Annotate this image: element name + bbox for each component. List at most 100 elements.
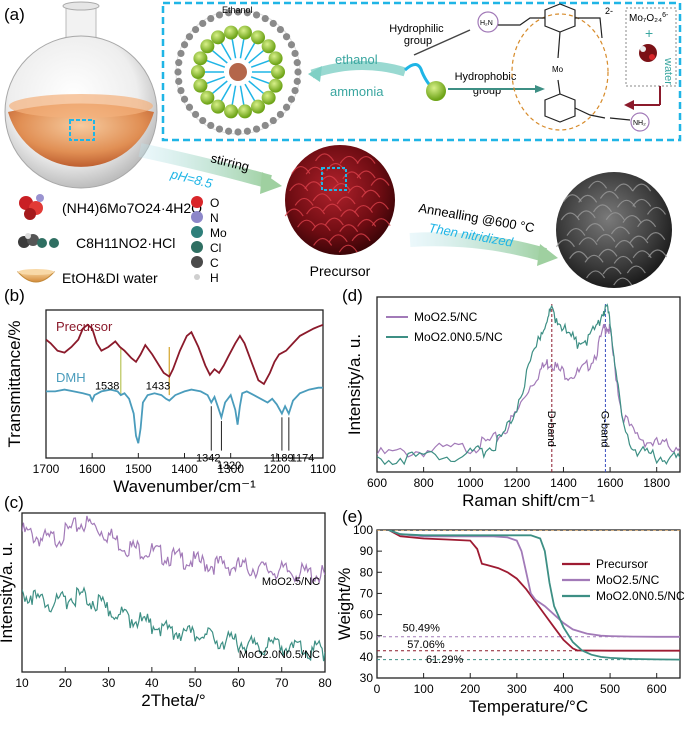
ethanol-molecule: [276, 25, 285, 34]
surfactant-head-sphere: [251, 99, 265, 114]
nanosheet-petal: [339, 155, 359, 164]
plot-frame: [376, 529, 681, 679]
x-tick-label: 1000: [457, 476, 484, 490]
ethanol-molecule: [234, 8, 242, 16]
ethanol-molecule: [180, 95, 189, 103]
nanosheet-petal: [351, 233, 371, 242]
reagent-2: C8H11NO2·HCl: [76, 235, 175, 251]
atom-legend-label: O: [210, 196, 219, 210]
x-tick-label: 300: [507, 682, 527, 696]
nanosheet-petal: [336, 196, 356, 205]
nanosheet-petal: [319, 175, 339, 184]
panel-label: (b): [4, 286, 25, 305]
h2n-label: H₂N: [480, 20, 493, 27]
ethanol-molecule: [269, 19, 277, 28]
nanosheet-petal: [566, 227, 586, 236]
x-tick-label: 60: [232, 676, 246, 690]
x-tick-label: 1400: [171, 462, 198, 476]
ethanol-molecule: [207, 14, 215, 23]
y-tick-label: 30: [360, 671, 374, 685]
micelle-core: [229, 63, 247, 81]
panel-label: (c): [4, 493, 24, 512]
nanosheet-petal: [632, 198, 652, 207]
nanosheet-petal: [371, 218, 391, 227]
plot-frame: [376, 296, 681, 473]
x-tick-label: 100: [414, 682, 434, 696]
reference-label: 50.49%: [403, 622, 441, 634]
nanosheet-petal: [599, 190, 619, 199]
panel-e-tga: (e) 0 100 200 300 400 500 600 30 40 50 60 70 80 90 100 T…: [335, 507, 685, 716]
surfactant-head-sphere: [237, 25, 252, 40]
surfactant-head-sphere: [261, 39, 276, 54]
surfactant-head-sphere: [193, 78, 208, 93]
plot-frame: [21, 512, 326, 673]
ethanol-molecule: [185, 33, 194, 41]
x-tick-label: 10: [15, 676, 29, 690]
x-tick-label: 1200: [503, 476, 530, 490]
surfactant-head-sphere: [200, 90, 215, 105]
ethanol-molecule: [215, 125, 224, 133]
nanosheet-petal: [637, 219, 657, 228]
legend-label: MoO2.0N0.5/NC: [596, 589, 685, 603]
surfactant-head-sphere: [251, 30, 265, 45]
mechanism-box: [161, 1, 682, 142]
nanosheet-petal: [626, 265, 646, 274]
stirring-arrow: [138, 143, 272, 189]
ethanol-molecule: [269, 116, 277, 125]
nanosheet-petal: [555, 239, 575, 248]
y-tick-label: 60: [360, 608, 374, 622]
peak-label-1174: 1174: [291, 453, 315, 465]
nanosheet-petal: [622, 214, 642, 223]
ethanol-molecule: [276, 110, 285, 119]
x-tick-label: 1600: [79, 462, 106, 476]
series-label-moo2n: MoO2.0N0.5/NC: [239, 649, 320, 661]
nanosheet-petal: [340, 209, 360, 218]
hydrophobic-label: Hydrophobic group: [455, 71, 520, 97]
x-tick-label: 600: [647, 682, 667, 696]
reagent-3: EtOH&DI water: [62, 270, 158, 286]
nanosheet-petal: [584, 254, 604, 263]
surfactant-head-sphere: [193, 51, 208, 66]
peak-label-1189: 1189: [270, 453, 294, 465]
nanosheet-petal: [632, 183, 652, 192]
product-sphere: [555, 172, 672, 288]
series-line-MoO2.5/NC: [388, 530, 680, 638]
panel-d-raman: (d) 600 800 1000 1200 1400 1600 1800 Raman shift…: [342, 286, 681, 510]
x-tick-label: 80: [318, 676, 332, 690]
ethanol-molecule: [293, 59, 301, 67]
ethanol-molecule: [282, 103, 291, 111]
surfactant-head-sphere: [211, 99, 225, 114]
ethanol-molecule: [243, 127, 251, 135]
series-line-Precursor: [388, 530, 680, 652]
y-tick-label: 70: [360, 586, 374, 600]
ammonia-arrow-label: ammonia: [330, 84, 384, 99]
nanosheet-petal: [324, 217, 344, 226]
precursor-sphere: [284, 145, 395, 255]
nanosheet-petal: [315, 153, 335, 162]
surfactant-head-sphere: [191, 65, 205, 79]
nanosheet-petal: [605, 212, 625, 221]
ethanol-molecule: [191, 110, 200, 119]
plot-area: [22, 515, 325, 662]
nanosheet-petal: [328, 234, 348, 243]
ethanol-molecule: [174, 68, 182, 76]
nanosheet-petal: [294, 197, 314, 206]
band-label-G-band: G-band: [598, 411, 610, 448]
nanosheet-petal: [331, 182, 351, 191]
atom-legend-label: C: [210, 256, 219, 270]
nanosheet-petal: [610, 226, 630, 235]
x-tick-label: 70: [275, 676, 289, 690]
x-tick-label: 800: [414, 476, 434, 490]
ethanol-label-top: Ethanol: [222, 5, 253, 15]
y-axis-title: Intensity/a. u.: [0, 542, 16, 643]
surfactant-head-sphere: [224, 25, 239, 40]
nanosheet-petal: [291, 165, 311, 174]
panel-label-a: (a): [4, 5, 25, 24]
y-axis-title: Weight/%: [335, 568, 354, 640]
reference-label: 57.06%: [407, 639, 445, 651]
band-label-D-band: D-band: [545, 411, 557, 447]
plot-area: [46, 323, 323, 444]
plot-area: [377, 530, 680, 661]
panel-label: (d): [342, 286, 363, 305]
